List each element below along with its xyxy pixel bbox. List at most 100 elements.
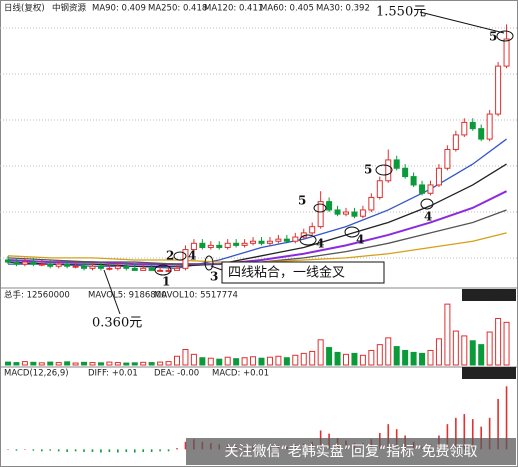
annotation: 4 [356,233,364,247]
candle-body [123,265,130,269]
volume-bar [266,356,273,366]
annotation-circle [375,164,393,176]
macd-bar [150,449,153,452]
volume-bar [182,348,189,366]
volume-bar [106,361,113,366]
candle-body [64,263,71,267]
ma-label: MA90: 0.409 [92,4,146,14]
volume-bar [89,362,96,366]
candle-body [55,263,62,267]
macd-bar [100,449,102,453]
macd-bar [24,449,26,450]
candle-body [309,226,316,234]
panel-tag: 指标说明 [472,368,506,379]
volume-label: MAVOL10: 5517774 [154,291,238,301]
candle-body [13,261,20,265]
volume-bar [123,362,130,366]
candle-body [495,65,502,115]
macd-bar [184,441,187,450]
annotation-circle [173,251,187,261]
candle-body [419,184,426,194]
candle-body [140,267,147,271]
macd-label: MACD: +0.01 [212,369,269,379]
ma-label: MA120: 0.411 [204,4,263,14]
volume-bar [486,331,493,366]
candle-body [233,242,240,246]
candle-body [478,128,485,140]
candle-body [283,238,290,242]
volume-bar [385,337,392,366]
macd-bar [133,449,136,453]
candle-body [343,211,349,215]
volume-bar [393,346,400,366]
annotation-circle [420,198,434,210]
annotation-circle [313,203,327,213]
candle-body [216,244,223,248]
annotation-circle [154,264,172,276]
volume-bar [258,357,265,366]
candle-body [72,265,79,268]
macd-bar [41,449,43,452]
annotation: 4 [188,249,196,263]
annotation: 5 [364,163,372,177]
candle-body [38,263,45,266]
volume-bar [81,361,88,366]
macd-label: DIFF: +0.01 [88,369,138,379]
macd-bar [32,449,35,451]
volume-bar [174,355,180,366]
volume-bar [148,362,155,366]
candle-body [317,201,324,228]
volume-bar [402,349,409,366]
volume-bar [233,358,240,366]
candle-body [469,121,476,130]
volume-bar [165,361,172,366]
volume-bar [503,321,510,366]
panel-tag-bg [462,367,516,379]
macd-bar [176,448,178,450]
volume-bar [140,361,147,366]
candle-body [157,269,164,272]
macd-bar [471,419,474,450]
macd-label: DEA: -0.00 [154,369,199,379]
macd-bar [167,449,170,452]
volume-bar [419,352,426,366]
macd-bar [446,424,449,450]
volume-bar [64,361,71,366]
volume-bar [241,357,248,366]
candle-body [5,259,11,263]
candle-body [266,240,273,244]
volume-bar [292,354,299,366]
volume-bar [461,335,468,366]
volume-bar [444,303,451,366]
annotation-box [221,261,385,284]
annotation-arrow [419,11,505,34]
candle-body [385,159,392,182]
candle-body [275,238,282,242]
annotation: 0.360元 [92,316,142,331]
macd-bar [159,449,161,452]
macd-bar [387,424,390,450]
macd-bar [83,449,85,452]
candle-body [435,167,442,186]
candle-body [199,242,206,248]
macd-bar [49,449,52,451]
candle-body [461,121,468,136]
annotation: 1.550元 [376,5,426,20]
candle-body [148,267,155,271]
volume-bar [283,357,290,366]
macd-bar [455,417,457,450]
volume-bar [410,351,417,366]
macd-bar [7,449,9,450]
candle-body [486,113,493,140]
volume-bar [30,361,37,366]
watermark-bg [186,438,516,465]
candle-body [376,180,383,198]
volume-bar [21,361,28,366]
volume-label: 总手: 12560000 [4,290,70,301]
volume-bar [47,361,54,366]
annotation-circle [344,226,360,238]
volume-label: MAVOL5: 9186800 [88,291,167,301]
candle-body [250,240,257,244]
candle-body [334,209,341,215]
